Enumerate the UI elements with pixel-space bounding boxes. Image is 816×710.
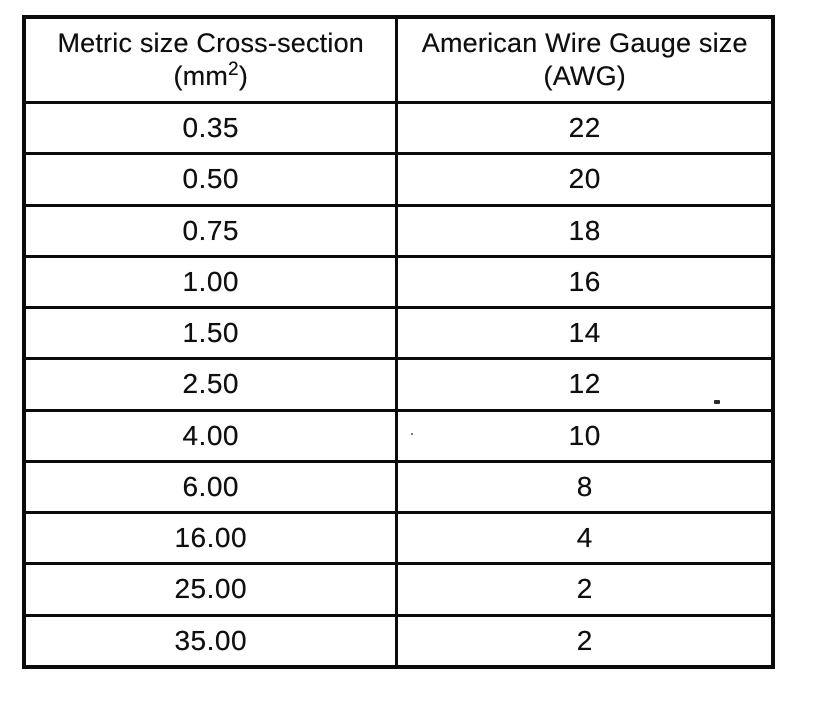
metric-cell: 6.00 bbox=[22, 459, 399, 515]
table-row: 25.00 2 bbox=[22, 562, 775, 617]
table-row: 4.00 10 bbox=[22, 408, 775, 463]
metric-cell: 35.00 bbox=[22, 613, 399, 669]
awg-cell: 12 bbox=[395, 357, 775, 412]
metric-cell: 0.50 bbox=[22, 152, 399, 207]
metric-cell: 1.00 bbox=[22, 254, 399, 310]
metric-header-unit: (mm2) bbox=[26, 60, 395, 93]
table-row: 16.00 4 bbox=[22, 510, 775, 566]
awg-cell: 18 bbox=[395, 203, 775, 258]
metric-cell: 1.50 bbox=[22, 305, 399, 361]
awg-cell: 14 bbox=[395, 305, 775, 361]
table-row: 6.00 8 bbox=[22, 459, 775, 515]
awg-cell: 22 bbox=[395, 100, 775, 156]
header-row: Metric size Cross-section (mm2) American… bbox=[22, 15, 775, 104]
metric-cell: 0.35 bbox=[22, 100, 399, 156]
table-row: 1.50 14 bbox=[22, 305, 775, 361]
awg-cell: 16 bbox=[395, 254, 775, 310]
awg-cell: 20 bbox=[395, 152, 775, 207]
metric-header-title: Metric size Cross-section bbox=[57, 28, 365, 58]
table-row: 1.00 16 bbox=[22, 254, 775, 310]
awg-cell: 2 bbox=[395, 562, 775, 617]
awg-header-unit: (AWG) bbox=[543, 61, 626, 91]
table-row: 35.00 2 bbox=[22, 613, 775, 669]
metric-unit-superscript: 2 bbox=[228, 59, 239, 80]
awg-header-title: American Wire Gauge size bbox=[421, 28, 748, 58]
scan-artifact-speck bbox=[714, 400, 720, 404]
table-row: 0.75 18 bbox=[22, 203, 775, 258]
awg-cell: 8 bbox=[395, 459, 775, 515]
awg-cell: 2 bbox=[395, 613, 775, 669]
awg-cell: 10 bbox=[395, 408, 775, 463]
metric-cell: 4.00 bbox=[22, 408, 399, 463]
scan-artifact-speck bbox=[411, 433, 413, 435]
metric-unit-prefix: (mm bbox=[173, 61, 229, 91]
table-row: 0.50 20 bbox=[22, 152, 775, 207]
wire-gauge-conversion-table: Metric size Cross-section (mm2) American… bbox=[22, 15, 775, 669]
col-header-awg-size: American Wire Gauge size (AWG) bbox=[395, 15, 775, 104]
table-row: 2.50 12 bbox=[22, 357, 775, 412]
metric-cell: 2.50 bbox=[22, 357, 399, 412]
metric-cell: 25.00 bbox=[22, 562, 399, 617]
metric-cell: 0.75 bbox=[22, 203, 399, 258]
metric-cell: 16.00 bbox=[22, 510, 399, 566]
table-row: 0.35 22 bbox=[22, 100, 775, 156]
metric-unit-suffix: ) bbox=[238, 61, 249, 91]
col-header-metric-size: Metric size Cross-section (mm2) bbox=[22, 15, 399, 104]
awg-cell: 4 bbox=[395, 510, 775, 566]
